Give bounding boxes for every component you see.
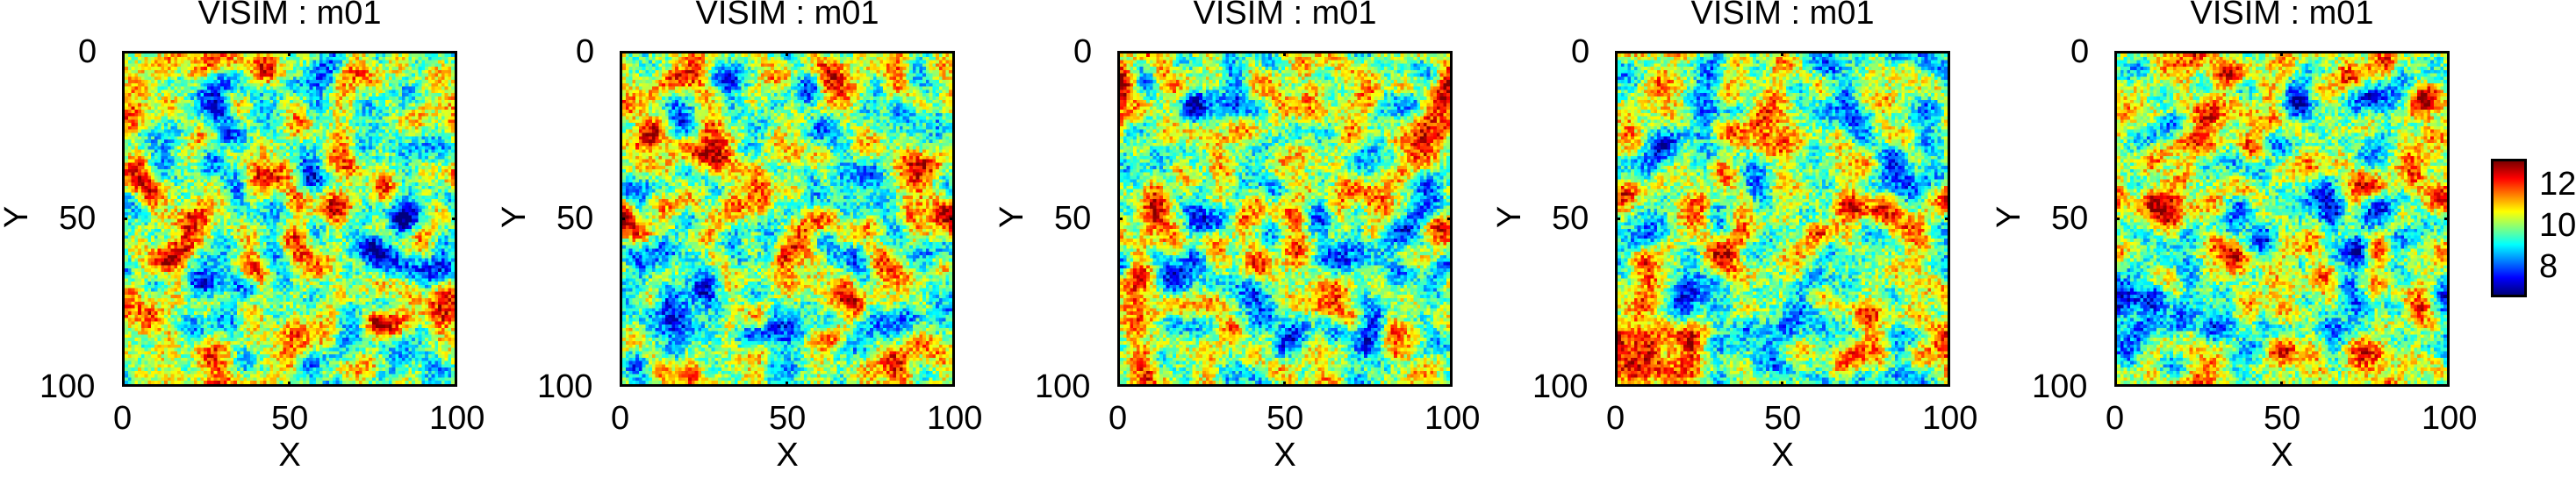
plot-area <box>2114 51 2450 387</box>
x-tick-label: 0 <box>1109 400 1128 437</box>
x-tick-label: 100 <box>1424 400 1481 437</box>
y-tick-label: 100 <box>1532 368 1589 405</box>
tick-mark <box>1781 51 1783 56</box>
heatmap-panel: VISIM : m01 0 50 100 0 50 100 Y X <box>0 0 620 478</box>
x-tick-label: 50 <box>769 400 807 437</box>
x-axis-label: X <box>2271 437 2293 474</box>
x-tick-label: 100 <box>927 400 983 437</box>
tick-mark <box>288 51 291 56</box>
chart-title: VISIM : m01 <box>695 0 879 32</box>
x-axis-label: X <box>1274 437 1296 474</box>
colorbar <box>2491 159 2527 297</box>
x-tick-label: 0 <box>2106 400 2125 437</box>
x-tick-label: 50 <box>1266 400 1304 437</box>
tick-mark <box>1283 382 1286 387</box>
tick-mark <box>1283 51 1286 56</box>
x-tick-label: 100 <box>429 400 485 437</box>
y-tick-label: 100 <box>537 368 593 405</box>
y-tick-label: 0 <box>1571 33 1590 70</box>
tick-mark <box>2280 382 2283 387</box>
chart-title: VISIM : m01 <box>197 0 382 32</box>
x-tick-label: 100 <box>1922 400 1978 437</box>
y-axis-label: Y <box>0 205 36 229</box>
y-tick-label: 100 <box>39 368 96 405</box>
heatmap-grid <box>1120 54 1450 384</box>
y-axis-label: Y <box>1991 205 2028 229</box>
tick-mark <box>1615 218 1620 220</box>
tick-mark <box>1945 218 1950 220</box>
chart-title: VISIM : m01 <box>1193 0 1377 32</box>
heatmap-grid <box>2117 54 2447 384</box>
heatmap-grid <box>125 54 455 384</box>
y-tick-label: 100 <box>2032 368 2088 405</box>
heatmap-panel: VISIM : m01 0 50 100 0 50 100 Y X <box>496 0 1117 478</box>
x-tick-label: 50 <box>271 400 309 437</box>
x-axis-label: X <box>1771 437 1794 474</box>
y-tick-label: 0 <box>1073 33 1093 70</box>
plot-area <box>620 51 955 387</box>
tick-mark <box>1447 218 1453 220</box>
heatmap-panel: VISIM : m01 0 50 100 0 50 100 Y X <box>1991 0 2576 478</box>
y-tick-label: 0 <box>78 33 97 70</box>
tick-mark <box>786 51 788 56</box>
y-tick-label: 50 <box>1552 200 1589 237</box>
tick-mark <box>1117 218 1123 220</box>
y-tick-label: 50 <box>1054 200 1092 237</box>
colorbar-gradient <box>2493 161 2524 295</box>
heatmap-panel: VISIM : m01 0 50 100 0 50 100 Y X <box>994 0 1615 478</box>
y-axis-label: Y <box>496 205 534 229</box>
tick-mark <box>288 382 291 387</box>
x-tick-label: 50 <box>1764 400 1802 437</box>
x-axis-label: X <box>776 437 799 474</box>
x-axis-label: X <box>278 437 301 474</box>
tick-mark <box>452 218 457 220</box>
x-tick-label: 0 <box>611 400 630 437</box>
tick-mark <box>1781 382 1783 387</box>
colorbar-tick-label: 10 <box>2539 207 2576 244</box>
y-tick-label: 100 <box>1035 368 1091 405</box>
y-tick-label: 0 <box>2070 33 2090 70</box>
tick-mark <box>2444 218 2450 220</box>
tick-mark <box>122 218 127 220</box>
tick-mark <box>786 382 788 387</box>
chart-title: VISIM : m01 <box>2190 0 2374 32</box>
tick-mark <box>620 218 625 220</box>
y-tick-label: 0 <box>576 33 595 70</box>
colorbar-tick-label: 12 <box>2539 166 2576 203</box>
colorbar-tick-label: 8 <box>2539 248 2558 285</box>
heatmap-grid <box>1618 54 1948 384</box>
y-axis-label: Y <box>1491 205 1529 229</box>
heatmap-grid <box>622 54 952 384</box>
y-tick-label: 50 <box>2051 200 2089 237</box>
plot-area <box>1615 51 1950 387</box>
heatmap-panel: VISIM : m01 0 50 100 0 50 100 Y X <box>1491 0 2113 478</box>
x-tick-label: 100 <box>2422 400 2478 437</box>
tick-mark <box>2114 218 2120 220</box>
y-tick-label: 50 <box>59 200 97 237</box>
plot-area <box>122 51 457 387</box>
x-tick-label: 0 <box>113 400 133 437</box>
tick-mark <box>2280 51 2283 56</box>
x-tick-label: 50 <box>2264 400 2301 437</box>
y-axis-label: Y <box>994 205 1031 229</box>
plot-area <box>1117 51 1453 387</box>
chart-title: VISIM : m01 <box>1690 0 1875 32</box>
y-tick-label: 50 <box>556 200 594 237</box>
x-tick-label: 0 <box>1606 400 1625 437</box>
tick-mark <box>950 218 955 220</box>
